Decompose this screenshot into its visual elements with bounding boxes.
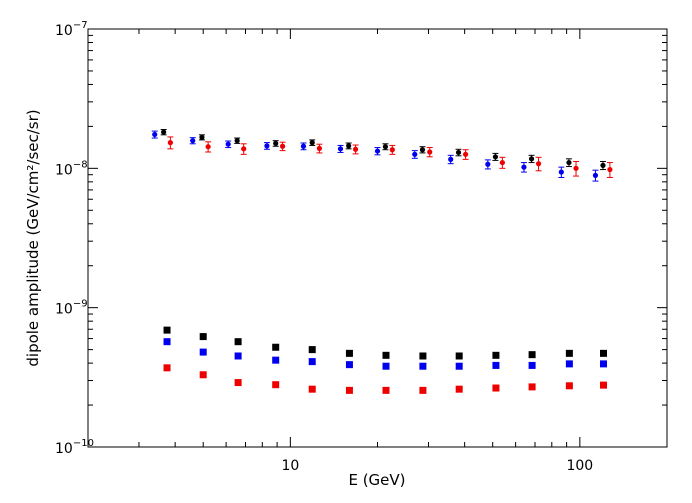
data-point — [337, 146, 344, 152]
data-square — [455, 362, 463, 370]
data-point — [225, 141, 231, 147]
data-square — [565, 349, 573, 357]
data-point — [427, 149, 433, 155]
data-point — [573, 165, 579, 171]
axis-ticks — [87, 28, 668, 448]
data-square — [234, 352, 242, 360]
data-square — [455, 385, 463, 393]
data-point — [389, 147, 395, 153]
y-tick-label: 10−10 — [55, 438, 94, 457]
data-square — [565, 360, 573, 368]
data-point — [419, 147, 426, 153]
x-axis-label: E (GeV) — [348, 471, 405, 489]
y-tick-label: 10−8 — [55, 159, 88, 178]
x-tick-label: 100 — [566, 458, 593, 474]
data-point — [592, 172, 599, 178]
data-point — [167, 139, 173, 146]
data-point — [412, 151, 418, 157]
data-square — [234, 338, 242, 346]
data-square — [492, 351, 500, 359]
data-square — [419, 386, 427, 394]
data-point — [607, 166, 613, 173]
data-point — [241, 146, 247, 152]
data-point — [600, 162, 606, 168]
data-point — [521, 164, 527, 170]
data-square — [528, 383, 536, 391]
data-point — [279, 143, 286, 149]
data-point — [161, 129, 167, 135]
data-square — [345, 349, 353, 357]
data-point — [273, 140, 279, 146]
data-square — [565, 382, 573, 390]
data-square — [382, 362, 390, 370]
data-square — [163, 364, 171, 372]
data-point — [485, 161, 491, 167]
data-square — [382, 386, 390, 394]
x-tick-label: 10 — [281, 458, 299, 474]
data-point — [374, 148, 381, 154]
data-square — [528, 361, 536, 369]
data-marks — [151, 128, 613, 394]
data-square — [272, 381, 280, 389]
y-tick-label: 10−7 — [55, 20, 88, 39]
data-square — [600, 349, 608, 357]
data-square — [600, 360, 608, 368]
data-point — [535, 161, 542, 167]
data-square — [272, 356, 280, 364]
data-square — [272, 343, 280, 351]
data-square — [308, 385, 316, 393]
data-point — [264, 143, 270, 149]
data-point — [309, 139, 315, 146]
data-point — [566, 159, 572, 166]
data-square — [345, 361, 353, 369]
data-square — [308, 346, 316, 354]
data-point — [205, 144, 211, 150]
data-point — [199, 134, 205, 140]
data-square — [455, 352, 463, 360]
data-point — [382, 144, 389, 150]
data-square — [528, 351, 536, 359]
data-square — [234, 379, 242, 387]
data-square — [308, 358, 316, 366]
data-square — [492, 384, 500, 392]
data-point — [152, 131, 158, 138]
data-point — [352, 146, 359, 152]
y-axis-label: dipole amplitude (GeV/cm²/sec/sr) — [24, 109, 42, 366]
data-square — [163, 326, 171, 334]
data-point — [300, 143, 307, 149]
data-point — [190, 138, 196, 144]
data-point — [528, 156, 535, 162]
data-square — [199, 348, 207, 356]
data-point — [346, 143, 352, 149]
data-square — [419, 362, 427, 370]
data-square — [345, 386, 353, 394]
data-point — [316, 145, 323, 152]
data-point — [558, 169, 564, 175]
tick-labels: 10 100 10−10 10−9 10−8 10−7 — [55, 20, 593, 474]
data-square — [600, 381, 608, 389]
plot-frame — [87, 28, 668, 448]
y-tick-label: 10−9 — [55, 299, 88, 318]
data-point — [462, 151, 469, 157]
data-square — [199, 371, 207, 379]
data-point — [455, 149, 462, 156]
data-square — [492, 361, 500, 369]
data-point — [492, 154, 499, 160]
data-point — [234, 138, 240, 144]
data-square — [163, 338, 171, 346]
data-square — [419, 352, 427, 360]
data-point — [448, 156, 454, 162]
data-point — [499, 159, 505, 166]
data-square — [382, 351, 390, 359]
data-square — [199, 333, 207, 341]
